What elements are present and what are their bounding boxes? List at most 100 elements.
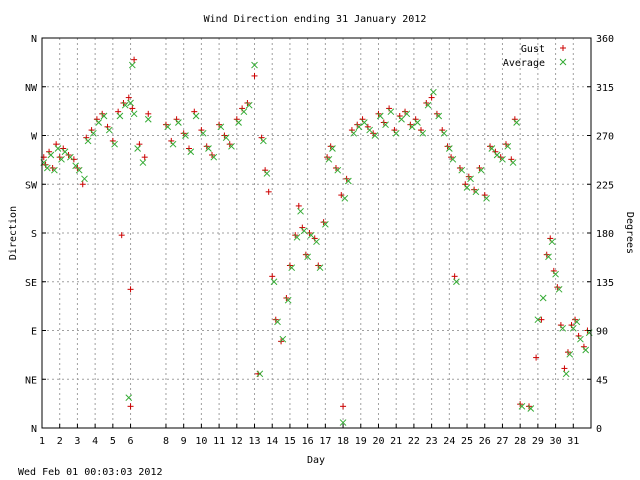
x-tick-label: 31 xyxy=(567,436,579,447)
gust-point xyxy=(131,56,138,63)
y-tick-label-right: 45 xyxy=(596,375,608,386)
gust-point xyxy=(141,154,148,161)
x-tick-label: 16 xyxy=(302,436,314,447)
legend-marker-average xyxy=(559,58,567,66)
average-point xyxy=(95,119,103,126)
y-tick-label-right: 315 xyxy=(596,83,614,94)
y-tick-label-left: W xyxy=(31,132,38,143)
average-point xyxy=(270,278,278,286)
average-point xyxy=(430,88,437,96)
average-point xyxy=(105,126,113,134)
x-tick-label: 2 xyxy=(57,436,63,447)
grid-lines xyxy=(42,38,591,428)
y-tick-label-left: NW xyxy=(25,83,38,94)
y-axis-right-ticks: 0 45 90 135 180 225 270 315 360 xyxy=(587,34,614,435)
average-point xyxy=(66,153,74,161)
average-point xyxy=(51,166,58,174)
average-point xyxy=(54,145,62,152)
average-point xyxy=(116,112,124,120)
average-point xyxy=(288,264,296,272)
x-tick-label: 28 xyxy=(514,436,526,447)
gust-point xyxy=(125,94,132,101)
average-point xyxy=(334,166,342,174)
average-point xyxy=(449,155,457,163)
average-point xyxy=(463,184,471,191)
legend: Gust Average xyxy=(503,44,567,69)
x-tick-label: 12 xyxy=(231,436,243,447)
x-tick-label: 1 xyxy=(39,436,45,447)
average-point xyxy=(210,153,218,161)
gust-point xyxy=(127,286,134,293)
average-point xyxy=(316,264,324,272)
average-point xyxy=(325,155,333,163)
y-tick-label-left: E xyxy=(31,327,37,338)
gust-point xyxy=(79,181,86,188)
average-point xyxy=(121,101,129,109)
x-tick-label: 17 xyxy=(319,436,331,447)
y-tick-label-right: 225 xyxy=(596,180,614,191)
x-tick-label: 30 xyxy=(550,436,562,447)
average-point xyxy=(43,164,51,172)
average-point xyxy=(339,419,347,426)
average-point xyxy=(144,115,152,123)
average-point xyxy=(577,335,584,343)
average-point xyxy=(458,166,466,174)
average-point xyxy=(527,405,535,412)
average-point xyxy=(539,294,547,302)
average-point xyxy=(472,188,480,196)
x-tick-label: 20 xyxy=(372,436,384,447)
x-tick-label: 22 xyxy=(408,436,420,447)
average-point xyxy=(552,270,559,278)
gust-point xyxy=(561,365,568,372)
average-point xyxy=(128,61,136,69)
x-tick-label: 23 xyxy=(426,436,438,447)
y-tick-label-left: SE xyxy=(25,278,37,289)
average-point xyxy=(127,99,134,107)
gust-point xyxy=(127,403,134,410)
average-point xyxy=(222,134,230,142)
y-tick-label-right: 360 xyxy=(596,34,614,45)
average-point xyxy=(545,253,552,261)
average-point xyxy=(573,318,581,326)
data-points xyxy=(40,56,593,426)
gust-point xyxy=(118,232,125,239)
y-tick-label-right: 270 xyxy=(596,132,614,143)
average-point xyxy=(566,350,574,358)
average-point xyxy=(341,194,349,202)
average-point xyxy=(419,129,427,137)
x-tick-label: 13 xyxy=(248,436,260,447)
y-axis-left-label: Direction xyxy=(8,206,19,260)
average-point xyxy=(424,101,432,109)
average-point xyxy=(199,129,207,137)
average-point xyxy=(279,335,287,343)
x-tick-label: 25 xyxy=(461,436,473,447)
average-point xyxy=(111,140,118,148)
x-tick-label: 8 xyxy=(163,436,169,447)
x-tick-label: 15 xyxy=(284,436,296,447)
x-tick-label: 24 xyxy=(443,436,455,447)
average-point xyxy=(360,119,368,126)
x-tick-label: 18 xyxy=(337,436,349,447)
average-point xyxy=(483,194,490,202)
average-point xyxy=(125,394,133,402)
average-point xyxy=(182,132,189,139)
y-tick-label-right: 90 xyxy=(596,327,608,338)
average-point xyxy=(548,238,556,246)
average-point xyxy=(313,238,320,246)
gust-point xyxy=(340,403,347,410)
average-point xyxy=(240,108,248,116)
x-tick-label: 29 xyxy=(532,436,544,447)
gust-point xyxy=(538,316,545,323)
x-tick-label: 26 xyxy=(479,436,491,447)
average-point xyxy=(582,346,590,354)
gust-point xyxy=(70,156,77,163)
x-axis-label: Day xyxy=(307,455,325,466)
average-point xyxy=(217,123,225,131)
average-point xyxy=(263,170,271,177)
average-point xyxy=(509,159,517,166)
average-point xyxy=(61,148,69,156)
average-point xyxy=(72,162,80,170)
average-point xyxy=(398,115,405,123)
average-point xyxy=(445,145,453,152)
